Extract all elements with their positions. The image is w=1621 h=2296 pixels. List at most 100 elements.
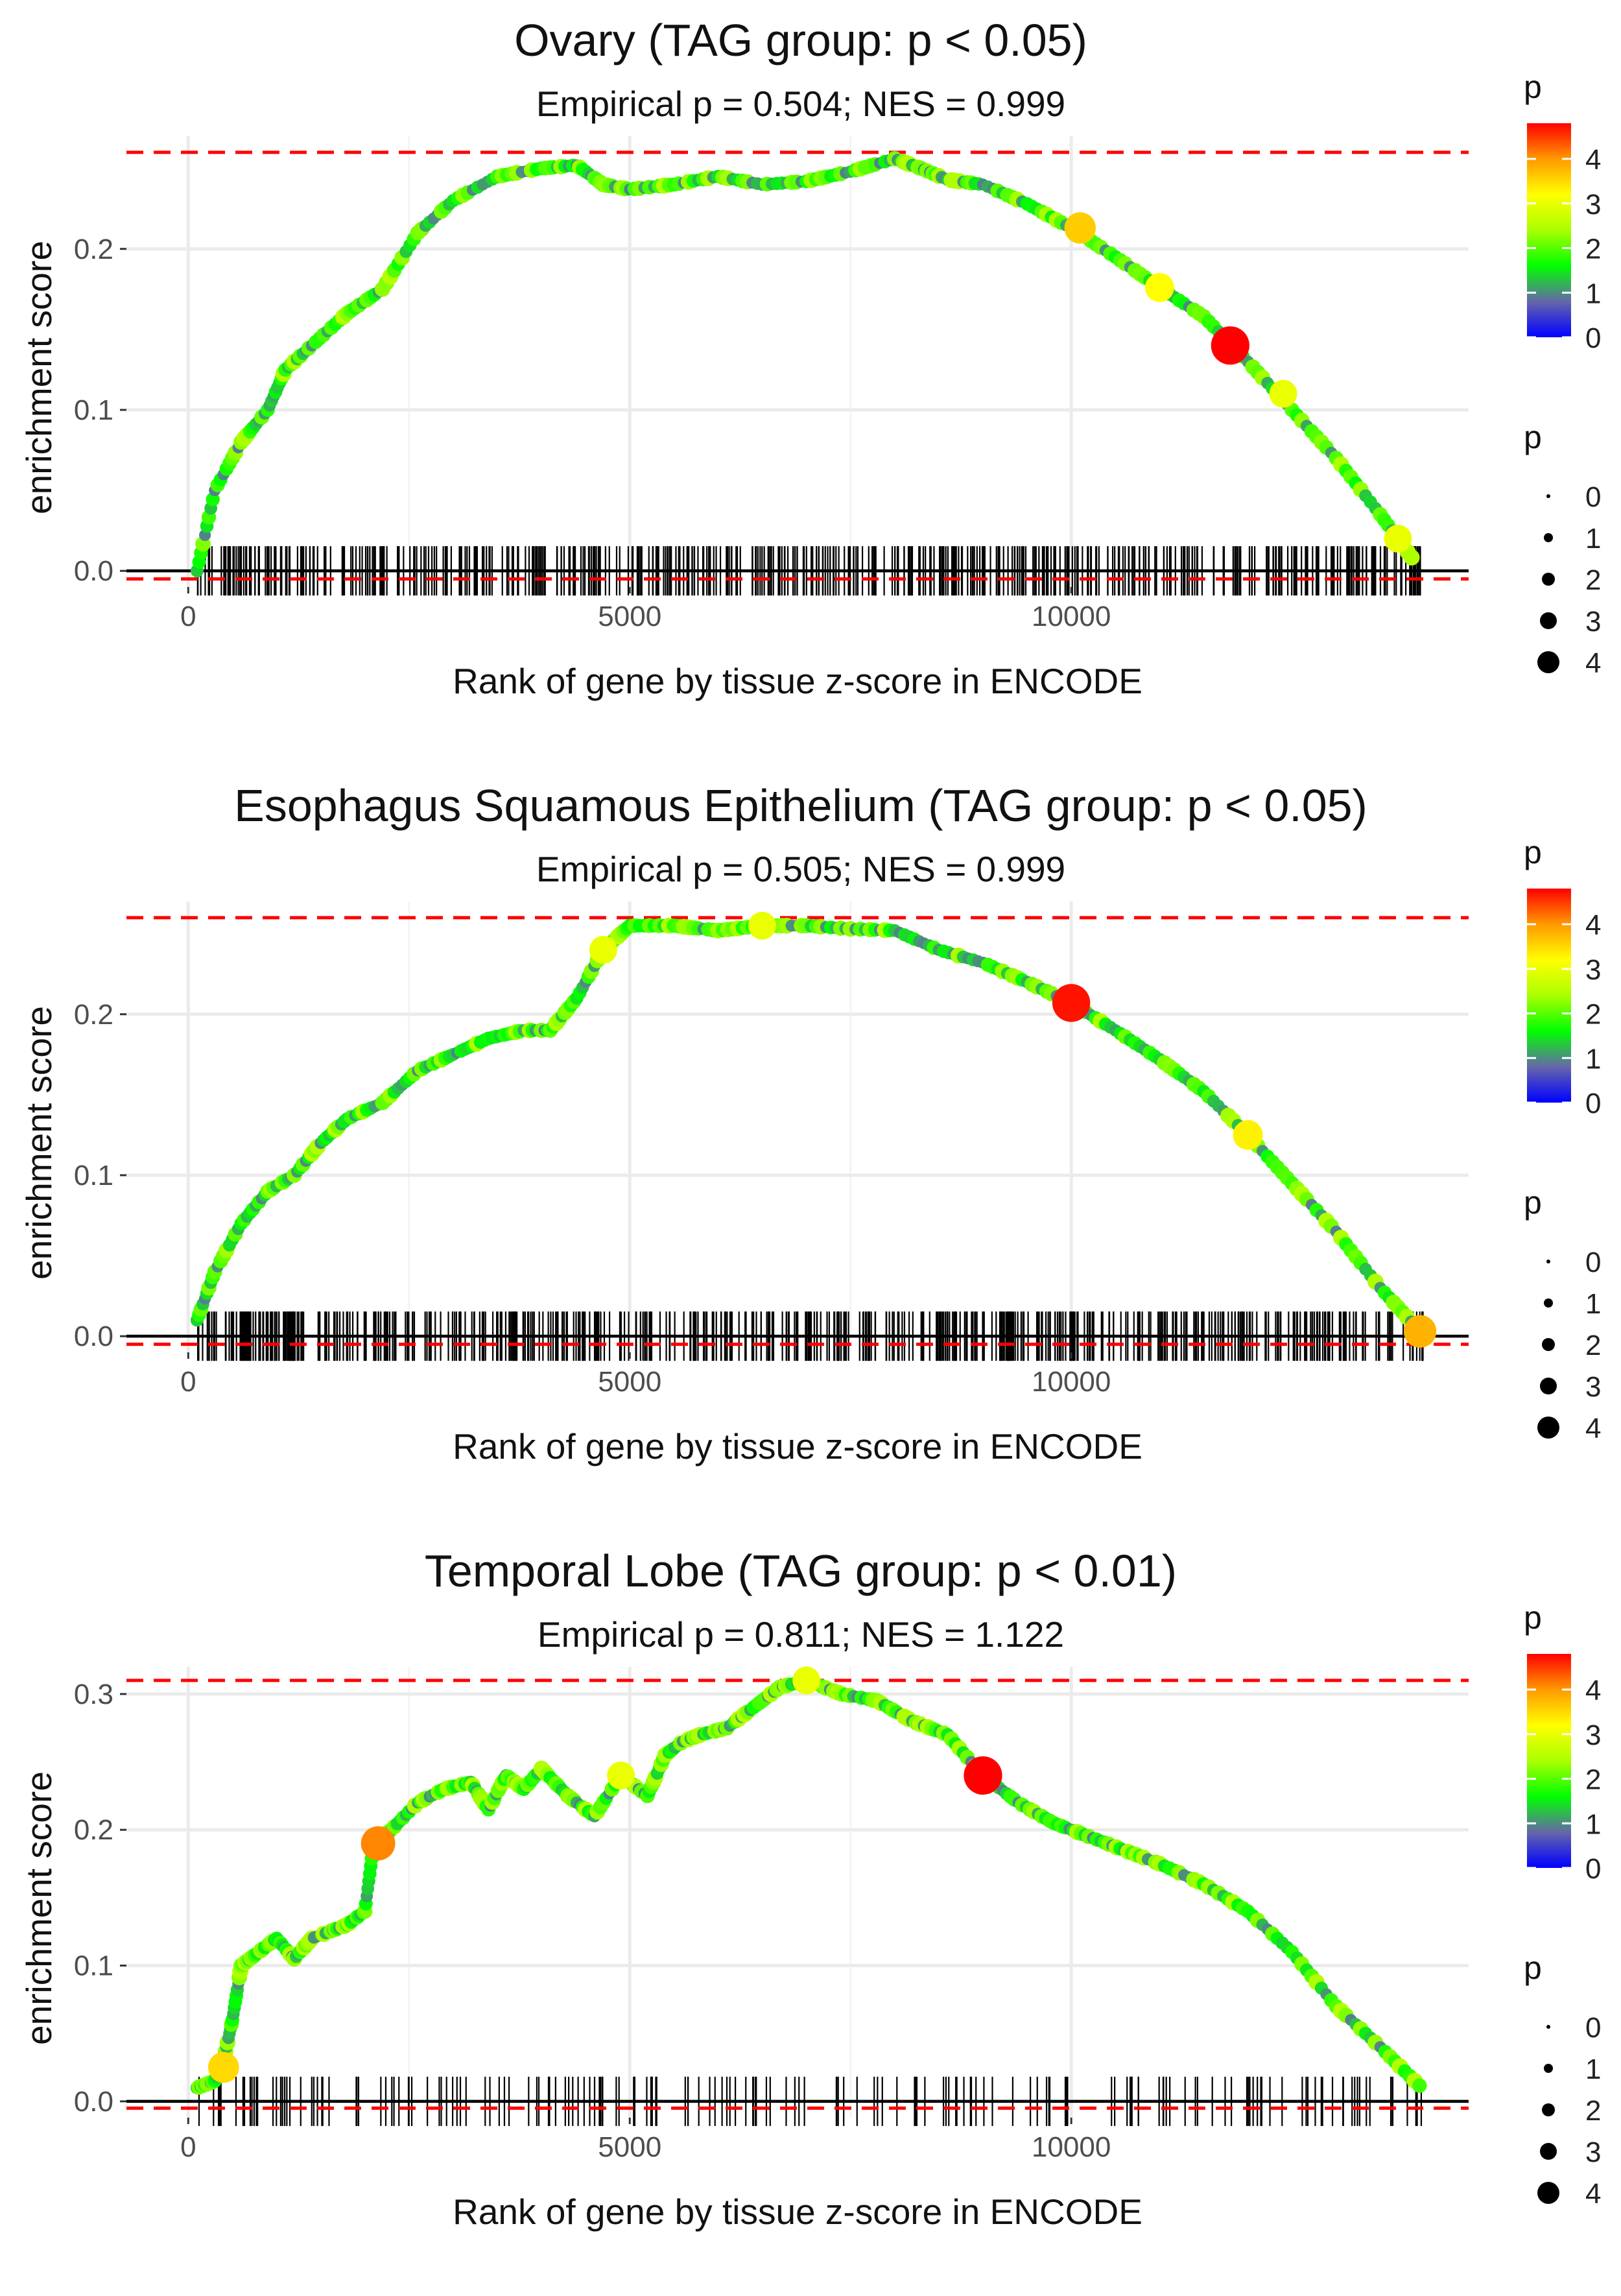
colorbar bbox=[1527, 889, 1571, 1103]
plot-area: 0 5000 10000 0.0 0.1 0.2 0 1 2 3 4 0 1 2 3 4 bbox=[74, 889, 1601, 1444]
highlight-point bbox=[1403, 1315, 1437, 1348]
size-legend-label: 2 bbox=[1585, 564, 1601, 596]
y-tick-label: 0.2 bbox=[74, 233, 113, 265]
y-axis-label: enrichment score bbox=[19, 1006, 59, 1280]
size-legend-label: 2 bbox=[1585, 2095, 1601, 2127]
highlight-point bbox=[1052, 984, 1091, 1022]
colorbar-tick-label: 3 bbox=[1585, 1719, 1601, 1751]
colorbar-tick-label: 1 bbox=[1585, 278, 1601, 309]
y-tick-label: 0.3 bbox=[74, 1679, 113, 1710]
x-axis-label: Rank of gene by tissue z-score in ENCODE bbox=[453, 2192, 1142, 2232]
x-axis-label: Rank of gene by tissue z-score in ENCODE bbox=[453, 661, 1142, 701]
x-tick-label: 0 bbox=[180, 1366, 196, 1398]
colorbar-tick-label: 4 bbox=[1585, 1675, 1601, 1706]
x-tick-label: 0 bbox=[180, 2131, 196, 2163]
colorbar-tick-label: 0 bbox=[1585, 322, 1601, 354]
size-legend-label: 2 bbox=[1585, 1330, 1601, 1361]
size-legend-title: p bbox=[1524, 419, 1542, 455]
x-tick-label: 5000 bbox=[598, 601, 661, 632]
colorbar-tick-label: 4 bbox=[1585, 909, 1601, 941]
size-legend-dot bbox=[1546, 2025, 1550, 2029]
x-tick-label: 0 bbox=[180, 601, 196, 632]
size-legend-dot bbox=[1542, 573, 1555, 586]
size-legend-dot bbox=[1542, 2103, 1555, 2116]
highlight-point bbox=[361, 1826, 396, 1861]
curve-point bbox=[1403, 549, 1420, 566]
size-legend-label: 0 bbox=[1585, 2012, 1601, 2044]
colorbar-tick-label: 2 bbox=[1585, 233, 1601, 265]
chart-subtitle: Empirical p = 0.505; NES = 0.999 bbox=[536, 849, 1066, 889]
size-legend-label: 0 bbox=[1585, 481, 1601, 513]
plot-area: 0 5000 10000 0.0 0.1 0.2 0 1 2 3 4 0 1 2 3 4 bbox=[74, 123, 1601, 679]
highlight-point bbox=[1384, 525, 1412, 553]
x-tick-label: 5000 bbox=[598, 1366, 661, 1398]
highlight-point bbox=[1064, 212, 1096, 244]
y-tick-label: 0.0 bbox=[74, 555, 113, 587]
size-legend-label: 3 bbox=[1585, 1371, 1601, 1403]
size-legend-dot bbox=[1544, 2064, 1553, 2073]
y-tick-label: 0.0 bbox=[74, 2086, 113, 2118]
enrichment-curve bbox=[196, 1679, 1426, 2092]
highlight-point bbox=[1211, 326, 1249, 365]
colorbar-tick-label: 1 bbox=[1585, 1043, 1601, 1075]
colorbar-title: p bbox=[1524, 1599, 1542, 1636]
size-legend-label: 0 bbox=[1585, 1247, 1601, 1278]
x-tick-label: 5000 bbox=[598, 2131, 661, 2163]
size-legend-label: 4 bbox=[1585, 647, 1601, 679]
y-tick-label: 0.0 bbox=[74, 1321, 113, 1352]
chart-panel-temporal-lobe: Temporal Lobe (TAG group: p < 0.01) Empi… bbox=[0, 1531, 1621, 2296]
size-legend-dot bbox=[1542, 1338, 1555, 1351]
size-legend-label: 1 bbox=[1585, 1288, 1601, 1320]
highlight-point bbox=[748, 911, 777, 940]
colorbar-tick-label: 3 bbox=[1585, 189, 1601, 221]
size-legend-dot bbox=[1540, 612, 1557, 629]
y-tick-label: 0.2 bbox=[74, 1814, 113, 1846]
colorbar bbox=[1527, 1654, 1571, 1868]
enrichment-curve bbox=[195, 157, 1417, 571]
x-tick-label: 10000 bbox=[1032, 1366, 1111, 1398]
size-legend-title: p bbox=[1524, 1950, 1542, 1986]
y-tick-label: 0.1 bbox=[74, 394, 113, 426]
size-legend-dot bbox=[1537, 2182, 1559, 2204]
chart-subtitle: Empirical p = 0.504; NES = 0.999 bbox=[536, 84, 1066, 124]
y-tick-label: 0.1 bbox=[74, 1950, 113, 1982]
highlight-point bbox=[964, 1756, 1002, 1795]
size-legend-label: 1 bbox=[1585, 523, 1601, 555]
chart-subtitle: Empirical p = 0.811; NES = 1.122 bbox=[537, 1614, 1065, 1655]
colorbar bbox=[1527, 123, 1571, 337]
colorbar-tick-label: 2 bbox=[1585, 1764, 1601, 1796]
colorbar-tick-label: 2 bbox=[1585, 999, 1601, 1031]
x-axis-label: Rank of gene by tissue z-score in ENCODE bbox=[453, 1426, 1142, 1466]
size-legend-dot bbox=[1546, 1260, 1550, 1263]
x-tick-label: 10000 bbox=[1032, 601, 1111, 632]
highlight-point bbox=[792, 1666, 821, 1695]
highlight-point bbox=[607, 1761, 635, 1789]
size-legend-dot bbox=[1540, 1378, 1557, 1394]
curve-points bbox=[190, 151, 1420, 578]
size-legend-title: p bbox=[1524, 1184, 1542, 1221]
curve-points bbox=[190, 1674, 1427, 2095]
plot-area: 0 5000 10000 0.0 0.1 0.2 0.3 0 1 2 3 4 0 1 2 3 4 bbox=[74, 1654, 1601, 2210]
size-legend-dot bbox=[1546, 494, 1550, 498]
highlight-point bbox=[1144, 272, 1174, 302]
size-legend-dot bbox=[1540, 2143, 1557, 2160]
y-tick-label: 0.1 bbox=[74, 1160, 113, 1191]
chart-panel-ovary: Ovary (TAG group: p < 0.05) Empirical p … bbox=[0, 0, 1621, 765]
highlight-point bbox=[589, 935, 617, 964]
highlight-point bbox=[1269, 379, 1297, 408]
chart-title: Temporal Lobe (TAG group: p < 0.01) bbox=[424, 1546, 1177, 1596]
chart-title: Ovary (TAG group: p < 0.05) bbox=[514, 15, 1087, 66]
size-legend-dot bbox=[1544, 533, 1553, 542]
highlight-point bbox=[1233, 1120, 1263, 1150]
size-legend-label: 3 bbox=[1585, 2136, 1601, 2168]
chart-title: Esophagus Squamous Epithelium (TAG group… bbox=[234, 780, 1367, 831]
colorbar-tick-label: 3 bbox=[1585, 954, 1601, 986]
y-axis-label: enrichment score bbox=[19, 1771, 59, 2045]
colorbar-tick-label: 0 bbox=[1585, 1088, 1601, 1119]
colorbar-tick-label: 4 bbox=[1585, 144, 1601, 176]
chart-panel-esophagus: Esophagus Squamous Epithelium (TAG group… bbox=[0, 765, 1621, 1531]
x-tick-label: 10000 bbox=[1032, 2131, 1111, 2163]
size-legend-dot bbox=[1544, 1298, 1553, 1308]
colorbar-tick-label: 0 bbox=[1585, 1853, 1601, 1885]
size-legend-label: 4 bbox=[1585, 2178, 1601, 2210]
